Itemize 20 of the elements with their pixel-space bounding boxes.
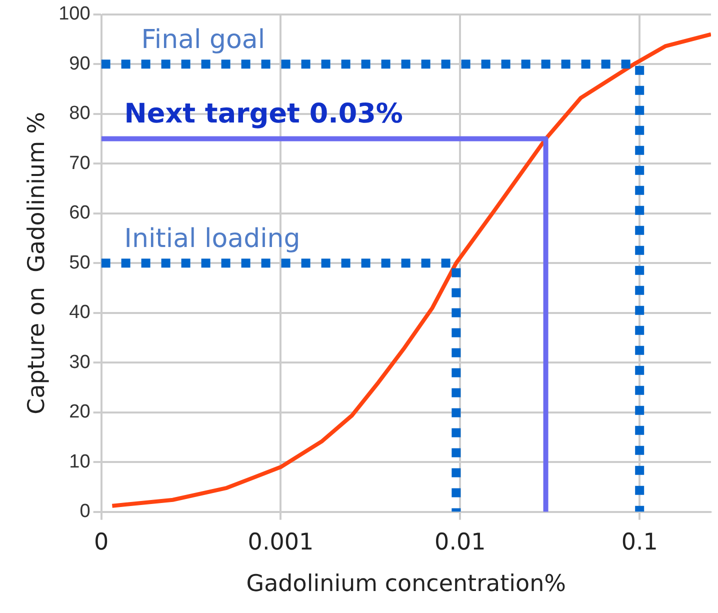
y-tick-label: 70 xyxy=(69,152,90,174)
y-tick-label: 0 xyxy=(80,501,90,522)
annotation: Final goal xyxy=(141,24,266,55)
x-tick-label: 0.01 xyxy=(434,530,486,556)
x-tick-label: 0 xyxy=(94,530,109,556)
x-tick-label: 0.1 xyxy=(621,530,658,556)
x-tick-label: 0.001 xyxy=(248,530,314,556)
x-axis-title: Gadolinium concentration% xyxy=(246,571,566,598)
y-tick-label: 80 xyxy=(69,103,90,124)
annotation: Next target 0.03% xyxy=(124,98,404,130)
y-tick-label: 40 xyxy=(69,302,90,324)
y-tick-label: 20 xyxy=(69,402,90,423)
y-tick-label: 50 xyxy=(69,252,90,274)
y-tick-label: 60 xyxy=(69,202,90,224)
y-tick-label: 90 xyxy=(69,53,90,74)
annotation: Initial loading xyxy=(124,224,300,254)
y-axis-title: Capture on Gadolinium % xyxy=(24,112,50,414)
y-tick-label: 10 xyxy=(69,451,90,472)
y-tick-label: 30 xyxy=(69,352,90,373)
y-tick-label: 100 xyxy=(58,4,90,25)
